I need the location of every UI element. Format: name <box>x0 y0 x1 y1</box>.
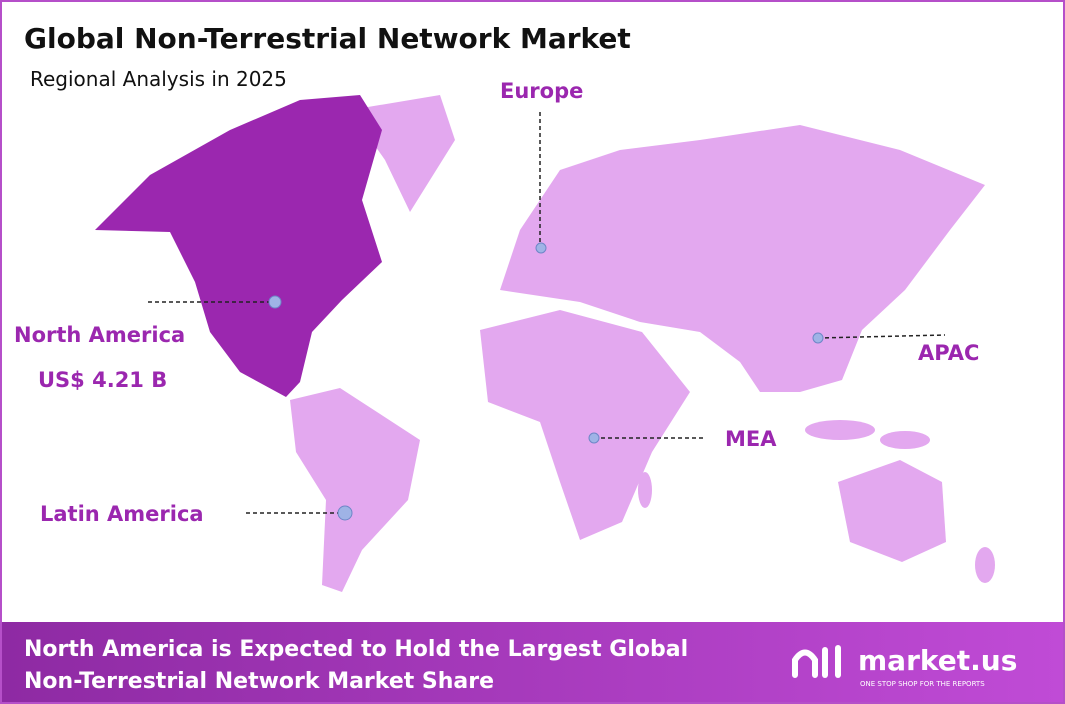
logo-icon <box>792 645 841 678</box>
region-label: North America <box>14 323 185 347</box>
region-label: MEA <box>725 427 777 451</box>
region-markers <box>268 242 824 521</box>
subtitle: Regional Analysis in 2025 <box>30 67 287 91</box>
world-map <box>290 95 995 592</box>
region-label: Europe <box>500 79 583 103</box>
footer-band <box>2 622 1063 702</box>
region-label: APAC <box>918 341 979 365</box>
logo-name: market.us <box>858 644 1017 677</box>
title: Global Non-Terrestrial Network Market <box>24 22 631 55</box>
region-value: US$ 4.21 B <box>38 368 167 392</box>
footer-text: Non-Terrestrial Network Market Share <box>24 669 494 694</box>
north-america-region <box>95 95 382 397</box>
logo-tagline: ONE STOP SHOP FOR THE REPORTS <box>860 680 985 688</box>
leader-lines <box>148 112 946 514</box>
region-label: Latin America <box>40 502 204 526</box>
footer-text: North America is Expected to Hold the La… <box>24 637 688 662</box>
